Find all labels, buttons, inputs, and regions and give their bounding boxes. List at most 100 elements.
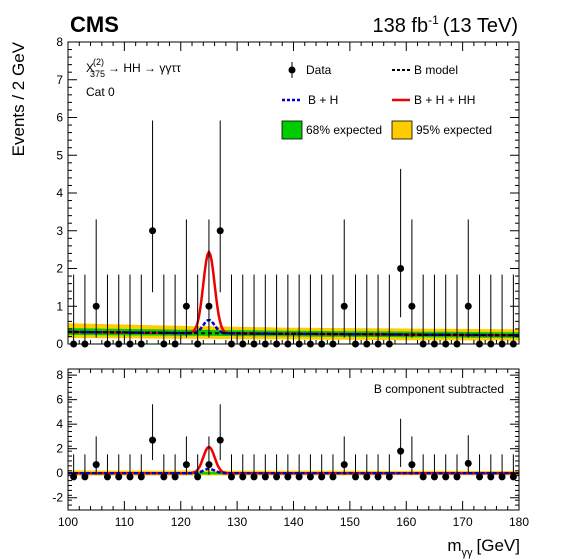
x-tick-label: 180 [509,515,529,529]
ratio-y-tick-label: 8 [56,368,63,382]
legend-b-plus-h-plus-hh-label: B + H + HH [414,93,475,107]
ratio-points [70,404,517,481]
experiment-label: CMS [70,12,119,37]
ratio-b-plus-h-curve [68,467,519,475]
ratio-data-point [464,459,472,467]
x-tick-label: 110 [115,515,134,529]
x-tick-label: 170 [453,515,473,529]
x-axis-label: mγγ [GeV] [447,536,520,559]
ratio-data-point [182,461,190,469]
ratio-data-point [115,473,123,481]
legend-band95-swatch [391,120,413,140]
ratio-data-point [442,473,450,481]
ratio-data-point [194,473,202,481]
ratio-data-point [103,473,111,481]
ratio-data-point [476,473,484,481]
main-plot-area [68,42,519,344]
ratio-data-point [216,436,224,444]
main-curves [68,249,519,337]
main-y-tick-label: 4 [56,186,63,200]
x-tick-label: 100 [58,515,78,529]
ratio-data-point [329,473,337,481]
ratio-data-point [81,473,89,481]
ratio-data-point [408,461,416,469]
ratio-ticks: -2 0 2 4 6 8 100 110 120 130 140 150 160 170 180 [52,368,529,529]
x-tick-label: 150 [340,515,360,529]
main-data-point [340,302,348,310]
ratio-data-point [171,473,179,481]
ratio-data-point [149,436,157,444]
main-frame [67,41,520,345]
ratio-data-point [227,473,235,481]
subtracted-label: B component subtracted [374,382,504,396]
ratio-data-point [487,473,495,481]
ratio-data-point [498,473,506,481]
legend-band68-swatch [281,120,303,140]
main-data-point [205,302,213,310]
ratio-y-tick-label: 0 [56,466,63,480]
ratio-data-point [137,473,145,481]
main-y-tick-label: 1 [56,299,63,313]
ratio-frame [67,368,520,511]
main-data-point [408,302,416,310]
ratio-data-point [363,473,371,481]
ratio-panel: -2 0 2 4 6 8 100 110 120 130 140 150 160 170 180 B com… [52,368,529,529]
main-data-point [92,302,100,310]
ratio-data-point [509,473,517,481]
ratio-data-point [419,473,427,481]
main-b-model-curve [68,330,519,337]
legend-band95-label: 95% expected [416,123,492,137]
ratio-data-point [385,473,393,481]
process-label: X(2) 375 → HH → γγττ [86,57,181,79]
x-tick-label: 160 [396,515,416,529]
ratio-data-point [239,473,247,481]
main-ticks: 0 1 2 3 4 5 6 7 8 [56,35,520,351]
category-label: Cat 0 [86,85,115,99]
main-y-tick-label: 2 [56,262,63,276]
ratio-data-point [205,461,213,469]
ratio-data-point [273,473,281,481]
ratio-data-point [250,473,258,481]
legend-b-model-label: B model [414,63,458,77]
ratio-data-point [160,473,168,481]
main-data-point [216,227,224,235]
ratio-data-point [318,473,326,481]
ratio-curves [68,445,519,475]
x-tick-label: 130 [227,515,247,529]
ratio-data-point [430,473,438,481]
main-data-point [182,302,190,310]
main-data-point [397,265,405,272]
ratio-data-point [284,473,292,481]
ratio-data-point [92,461,100,469]
legend: Data B model B + H B + H + HH 68% expect… [281,62,492,140]
legend-b-plus-h-label: B + H [308,93,338,107]
ratio-data-point [352,473,360,481]
ratio-data-point [397,447,405,455]
main-data-point [149,227,157,235]
main-y-axis-label: Events / 2 GeV [9,41,28,156]
x-tick-label: 120 [171,515,191,529]
main-y-tick-label: 8 [56,35,63,49]
main-panel: 0 1 2 3 4 5 6 7 8 X(2) 375 → HH → γγττ Cat 0 Data … [56,35,520,351]
main-y-tick-label: 5 [56,148,63,162]
legend-data-label: Data [306,63,332,77]
ratio-plot-area [68,369,519,510]
main-data-point [464,302,472,310]
legend-band68-label: 68% expected [306,123,382,137]
main-y-tick-label: 7 [56,73,63,87]
ratio-y-tick-label: 6 [56,393,63,407]
ratio-y-tick-label: 4 [56,417,63,431]
ratio-data-point [261,473,269,481]
ratio-data-point [453,473,461,481]
main-y-tick-label: 3 [56,224,63,238]
ratio-data-point [70,473,78,481]
ratio-y-tick-label: 2 [56,442,63,456]
ratio-data-point [295,473,303,481]
ratio-data-point [306,473,314,481]
main-points [70,120,517,348]
x-tick-label: 140 [283,515,303,529]
main-y-tick-label: 0 [56,337,63,351]
ratio-data-point [126,473,134,481]
luminosity-label: 138 fb-1 (13 TeV) [372,13,518,37]
